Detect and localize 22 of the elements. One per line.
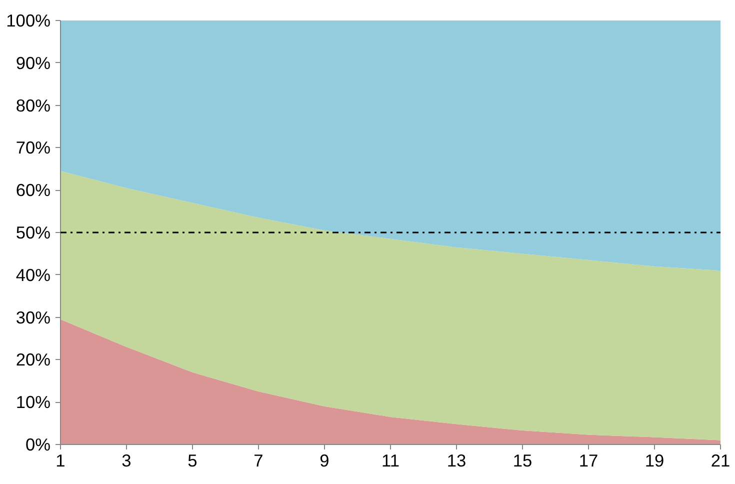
x-tick-label: 5	[188, 450, 198, 470]
x-tick-label: 3	[122, 450, 132, 470]
x-tick-label: 9	[320, 450, 330, 470]
y-tick-label: 20%	[16, 350, 51, 370]
y-tick-label: 80%	[16, 95, 51, 116]
x-tick-label: 11	[382, 450, 400, 470]
y-tick-label: 60%	[16, 180, 51, 200]
x-tick-label: 17	[578, 450, 598, 470]
y-tick-label: 0%	[25, 434, 50, 454]
y-tick-label: 10%	[16, 392, 51, 412]
x-tick-label: 21	[710, 450, 730, 470]
x-tick-label: 19	[644, 450, 664, 470]
y-tick-label: 30%	[16, 307, 51, 328]
x-tick-label: 1	[56, 450, 66, 470]
x-tick-label: 13	[446, 450, 466, 470]
y-tick-label: 100%	[6, 10, 51, 30]
y-tick-label: 70%	[16, 138, 51, 158]
x-tick-label: 7	[254, 450, 264, 470]
y-tick-label: 40%	[16, 264, 51, 285]
y-tick-label: 90%	[16, 52, 51, 73]
y-tick-label: 50%	[16, 222, 51, 242]
x-tick-label: 15	[512, 450, 532, 470]
